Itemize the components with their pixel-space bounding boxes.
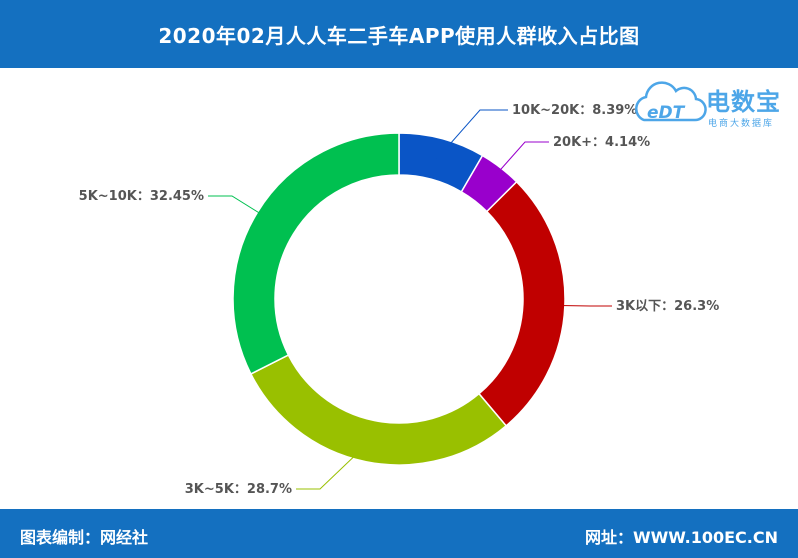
leader-line-3K~5K [296, 440, 371, 490]
logo-badge: eDT [647, 103, 686, 123]
footer-bar: 图表编制：网经社 网址：WWW.100EC.CN [0, 509, 798, 558]
leader-line-20K+ [487, 141, 549, 185]
logo-title: 电数宝 [706, 88, 781, 116]
slice-label-10K~20K: 10K~20K：8.39% [512, 103, 637, 118]
slice-label-5K~10K: 5K~10K：32.45% [79, 189, 204, 204]
chart-title: 2020年02月人人车二手车APP使用人群收入占比图 [158, 23, 640, 48]
cloud-icon: eDT [635, 81, 707, 123]
leader-line-3K以下 [543, 304, 612, 307]
donut-slice-3K以下 [477, 180, 566, 427]
donut-slice-3K~5K [249, 353, 508, 466]
leader-line-5K~10K [208, 195, 276, 224]
title-bar: 2020年02月人人车二手车APP使用人群收入占比图 [0, 0, 798, 68]
footer-source: 图表编制：网经社 [20, 528, 149, 547]
leader-line-10K~20K [436, 109, 508, 160]
slice-label-3K以下: 3K以下：26.3% [616, 299, 719, 314]
donut-slice-5K~10K [232, 132, 400, 375]
slice-label-20K+: 20K+：4.14% [553, 135, 650, 150]
edt-logo: eDT 电数宝 电商大数据库 [630, 76, 795, 136]
logo-subtitle: 电商大数据库 [708, 119, 775, 129]
footer-website: 网址：WWW.100EC.CN [584, 528, 778, 547]
slice-label-3K~5K: 3K~5K：28.7% [185, 482, 292, 497]
